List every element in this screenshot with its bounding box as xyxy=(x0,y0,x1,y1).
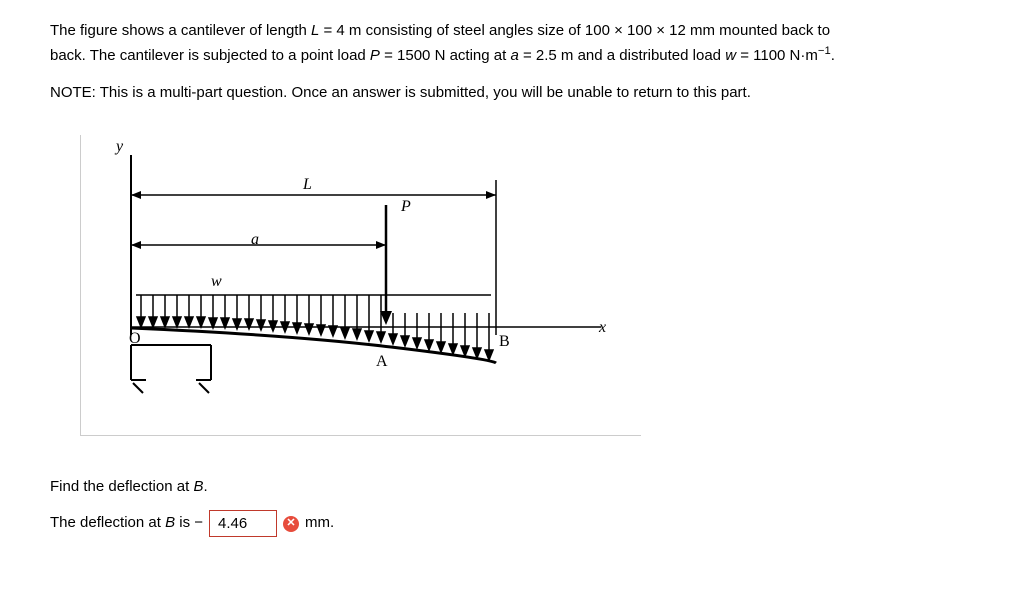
question-prompt: Find the deflection at B. xyxy=(50,476,974,499)
label-L: L xyxy=(303,173,312,197)
text: Find the deflection at xyxy=(50,478,193,495)
answer-label: The deflection at B is − xyxy=(50,512,203,535)
var-w: w xyxy=(725,47,736,64)
text: = 1500 N acting at xyxy=(380,47,511,64)
label-O: O xyxy=(129,327,141,351)
var-B: B xyxy=(193,478,203,495)
wrong-icon: ✕ xyxy=(283,516,299,532)
cantilever-figure: y L P a w O A B x xyxy=(80,135,641,436)
answer-unit: mm. xyxy=(305,512,334,535)
text: is − xyxy=(175,514,203,531)
text: = 2.5 m and a distributed load xyxy=(519,47,725,64)
var-P: P xyxy=(370,47,380,64)
label-A: A xyxy=(376,350,388,374)
label-w: w xyxy=(211,270,222,294)
exp: −1 xyxy=(818,45,831,57)
text: . xyxy=(831,47,835,64)
text: The figure shows a cantilever of length xyxy=(50,22,311,39)
problem-statement: The figure shows a cantilever of length … xyxy=(50,20,974,67)
label-P: P xyxy=(401,195,411,219)
label-a: a xyxy=(251,228,259,252)
answer-row: The deflection at B is − ✕ mm. xyxy=(50,510,974,537)
label-B: B xyxy=(499,330,510,354)
deflection-input[interactable] xyxy=(209,510,277,537)
figure-svg xyxy=(91,135,631,415)
note-text: NOTE: This is a multi-part question. Onc… xyxy=(50,82,974,105)
label-x: x xyxy=(599,316,606,340)
text: = 1100 N·m xyxy=(736,47,818,64)
var-a: a xyxy=(510,47,518,64)
text: back. The cantilever is subjected to a p… xyxy=(50,47,370,64)
var-B: B xyxy=(165,514,175,531)
label-y: y xyxy=(116,135,123,159)
text: The deflection at xyxy=(50,514,165,531)
text: = 4 m consisting of steel angles size of… xyxy=(319,22,830,39)
text: . xyxy=(203,478,207,495)
